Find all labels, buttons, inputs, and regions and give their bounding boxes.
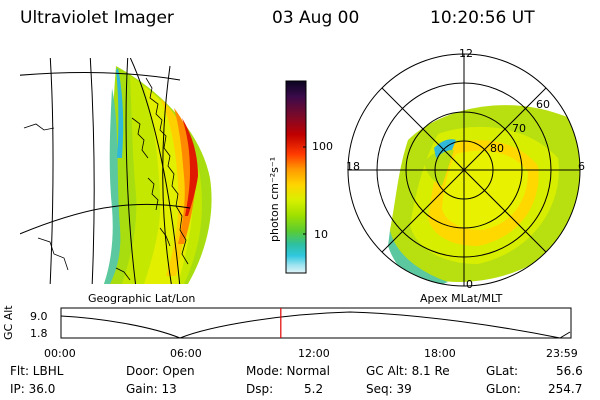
date-label: 03 Aug 00 xyxy=(272,8,360,28)
altitude-curve xyxy=(60,311,571,339)
mlat-label-80: 80 xyxy=(490,142,504,155)
mlat-label-60: 60 xyxy=(536,98,550,111)
alt-tick-low: 1.8 xyxy=(30,327,48,340)
time-tick-0600: 06:00 xyxy=(170,347,202,360)
glon-label: GLon: xyxy=(486,382,521,396)
mlt-label-12: 12 xyxy=(459,47,473,60)
time-label: 10:20:56 UT xyxy=(430,8,535,28)
altitude-plot xyxy=(60,307,572,339)
mlat-label-70: 70 xyxy=(512,122,526,135)
gc-alt-info: GC Alt: 8.1 Re xyxy=(366,364,450,378)
lat-lon-grid xyxy=(20,58,191,284)
dsp-value: 5.2 xyxy=(304,382,324,396)
mlt-label-18: 18 xyxy=(346,160,360,173)
mlt-label-6: 6 xyxy=(578,160,585,173)
mlt-label-0: 0 xyxy=(466,278,473,291)
alt-tick-high: 9.0 xyxy=(30,310,48,323)
glon-value: 254.7 xyxy=(548,382,583,396)
time-tick-1800: 18:00 xyxy=(424,347,456,360)
mode-info: Mode: Normal xyxy=(246,364,330,378)
time-tick-1200: 12:00 xyxy=(298,347,330,360)
filter-info: Flt: LBHL xyxy=(10,364,64,378)
glat-label: GLat: xyxy=(486,364,519,378)
time-tick-2359: 23:59 xyxy=(546,347,578,360)
colorbar-unit-label: photon cm⁻²s⁻¹ xyxy=(268,156,281,242)
glat-value: 56.6 xyxy=(556,364,583,378)
auroral-emission xyxy=(104,66,212,284)
time-tick-0000: 00:00 xyxy=(44,347,76,360)
right-panel-caption: Apex MLat/MLT xyxy=(420,292,503,305)
coastlines xyxy=(23,77,189,281)
left-panel-caption: Geographic Lat/Lon xyxy=(88,292,196,305)
door-info: Door: Open xyxy=(126,364,195,378)
alt-axis-label: GC Alt xyxy=(2,305,15,340)
gain-info: Gain: 13 xyxy=(126,382,177,396)
geographic-map xyxy=(20,58,212,284)
dsp-label: Dsp: xyxy=(246,382,274,396)
colorbar-tick-10: 10 xyxy=(314,228,328,241)
colorbar xyxy=(285,80,307,274)
seq-info: Seq: 39 xyxy=(366,382,412,396)
polar-grid xyxy=(347,53,581,287)
colorbar-tick-100: 100 xyxy=(312,140,333,153)
polar-plot xyxy=(347,53,581,287)
polar-auroral-oval xyxy=(388,105,580,286)
instrument-title: Ultraviolet Imager xyxy=(20,8,174,28)
ip-info: IP: 36.0 xyxy=(10,382,56,396)
